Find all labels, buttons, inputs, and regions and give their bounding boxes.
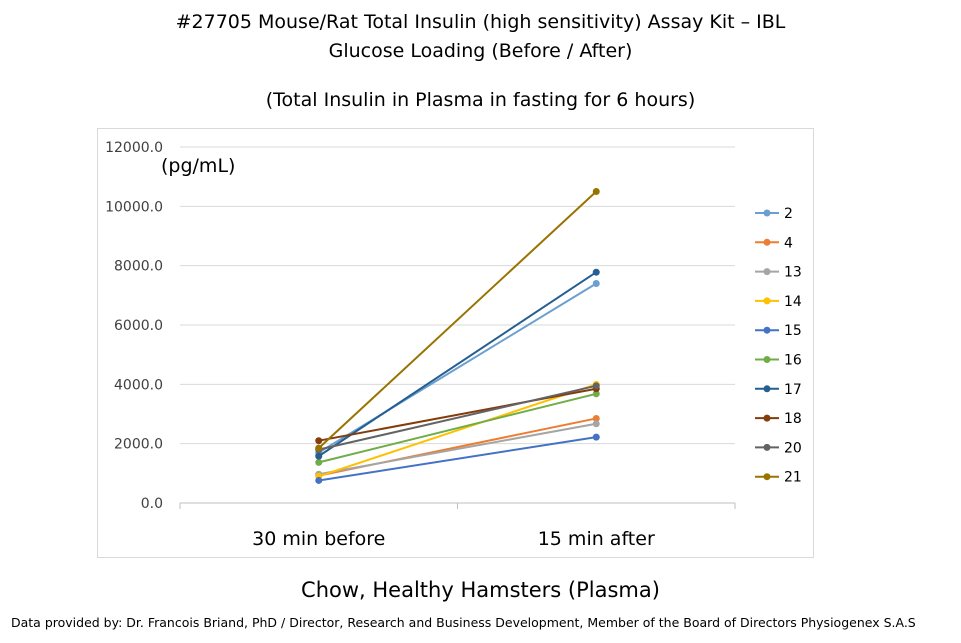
data-point-17 — [592, 268, 600, 276]
series-line-21 — [318, 190, 597, 449]
data-point-16 — [592, 390, 600, 398]
y-tick-label: 8000.0 — [114, 259, 163, 275]
legend-label-4: 4 — [784, 235, 793, 251]
legend-marker-2 — [763, 209, 771, 217]
y-tick-label: 12000.0 — [105, 140, 163, 156]
data-point-15 — [315, 476, 323, 484]
chart-title: #27705 Mouse/Rat Total Insulin (high sen… — [175, 11, 786, 33]
chart-subtitle: Glucose Loading (Before / After) — [328, 40, 633, 62]
legend-label-21: 21 — [784, 470, 802, 486]
legend-marker-13 — [763, 268, 771, 276]
data-point-13 — [592, 420, 600, 428]
data-point-15 — [592, 433, 600, 441]
data-point-18 — [315, 437, 323, 445]
data-point-20 — [592, 382, 600, 390]
legend-marker-15 — [763, 326, 771, 334]
legend-label-2: 2 — [784, 206, 793, 222]
y-tick-label: 10000.0 — [105, 199, 163, 215]
x-category-label: 15 min after — [538, 528, 655, 550]
y-tick-label: 2000.0 — [114, 437, 163, 453]
legend-marker-18 — [763, 414, 771, 422]
data-point-21 — [592, 188, 600, 195]
y-tick-label: 6000.0 — [114, 318, 163, 334]
legend-marker-20 — [763, 443, 771, 451]
chart-subtitle-2: (Total Insulin in Plasma in fasting for … — [265, 89, 696, 111]
series-line-14 — [318, 383, 597, 478]
x-category-label: 30 min before — [252, 528, 385, 550]
legend-label-14: 14 — [784, 294, 802, 310]
data-point-16 — [315, 458, 323, 466]
legend-marker-21 — [763, 473, 771, 481]
legend-marker-16 — [763, 356, 771, 363]
series-line-13 — [318, 422, 597, 476]
plot-frame — [97, 128, 814, 558]
data-point-4 — [592, 414, 600, 422]
y-axis-label: (pg/mL) — [161, 155, 236, 177]
y-tick-label: 4000.0 — [114, 377, 163, 393]
legend-marker-17 — [763, 385, 771, 393]
legend-label-16: 16 — [784, 353, 802, 369]
data-point-21 — [315, 444, 323, 452]
legend-label-18: 18 — [784, 411, 802, 427]
series-line-18 — [318, 387, 597, 442]
data-credit: Data provided by: Dr. Francois Briand, P… — [11, 615, 916, 630]
data-point-17 — [315, 452, 323, 460]
legend-label-20: 20 — [784, 440, 802, 456]
legend-label-17: 17 — [784, 382, 802, 398]
y-tick-label: 0.0 — [141, 496, 163, 512]
series-line-17 — [318, 271, 597, 457]
legend-label-15: 15 — [784, 323, 802, 339]
legend-label-13: 13 — [784, 265, 802, 281]
legend-marker-14 — [763, 297, 771, 305]
x-axis-title: Chow, Healthy Hamsters (Plasma) — [301, 578, 660, 602]
series-line-15 — [318, 436, 597, 482]
legend-marker-4 — [763, 238, 771, 246]
series-line-20 — [318, 384, 597, 451]
series-line-16 — [318, 392, 597, 464]
data-point-2 — [592, 279, 600, 287]
